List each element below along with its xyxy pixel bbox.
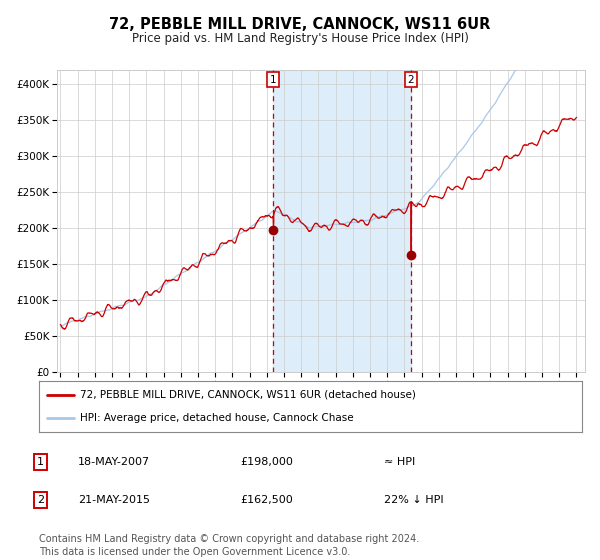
Text: Price paid vs. HM Land Registry's House Price Index (HPI): Price paid vs. HM Land Registry's House …: [131, 32, 469, 45]
Text: £198,000: £198,000: [240, 457, 293, 467]
Text: 1: 1: [37, 457, 44, 467]
Text: 2: 2: [407, 74, 414, 85]
Text: HPI: Average price, detached house, Cannock Chase: HPI: Average price, detached house, Cann…: [80, 413, 353, 423]
Text: 1: 1: [270, 74, 277, 85]
Text: ≈ HPI: ≈ HPI: [384, 457, 415, 467]
Bar: [274, 70, 411, 372]
Text: 72, PEBBLE MILL DRIVE, CANNOCK, WS11 6UR (detached house): 72, PEBBLE MILL DRIVE, CANNOCK, WS11 6UR…: [80, 390, 416, 400]
Text: 21-MAY-2015: 21-MAY-2015: [78, 495, 150, 505]
Text: 2: 2: [37, 495, 44, 505]
Text: Contains HM Land Registry data © Crown copyright and database right 2024.
This d: Contains HM Land Registry data © Crown c…: [39, 534, 419, 557]
Text: 22% ↓ HPI: 22% ↓ HPI: [384, 495, 443, 505]
Text: 18-MAY-2007: 18-MAY-2007: [78, 457, 150, 467]
Text: £162,500: £162,500: [240, 495, 293, 505]
Text: 72, PEBBLE MILL DRIVE, CANNOCK, WS11 6UR: 72, PEBBLE MILL DRIVE, CANNOCK, WS11 6UR: [109, 17, 491, 32]
